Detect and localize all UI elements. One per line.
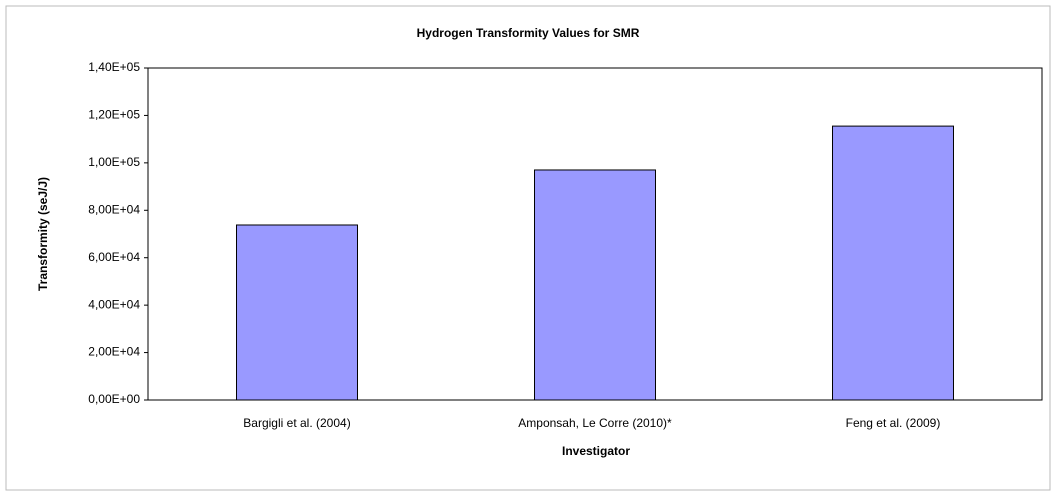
y-tick-label: 1,40E+05: [88, 60, 140, 74]
y-axis-label: Transformity (seJ/J): [36, 177, 50, 291]
y-tick-label: 0,00E+00: [88, 392, 140, 406]
y-tick-label: 6,00E+04: [88, 250, 140, 264]
y-tick-label: 1,00E+05: [88, 155, 140, 169]
y-tick-label: 8,00E+04: [88, 202, 140, 216]
bar: [236, 224, 358, 401]
x-tick-label: Bargigli et al. (2004): [243, 416, 350, 430]
bar: [534, 169, 656, 401]
bar: [832, 125, 954, 401]
y-tick-label: 1,20E+05: [88, 108, 140, 122]
x-tick-label: Feng et al. (2009): [846, 416, 941, 430]
chart-title: Hydrogen Transformity Values for SMR: [417, 26, 640, 40]
x-tick-label: Amponsah, Le Corre (2010)*: [518, 416, 672, 430]
y-tick-label: 2,00E+04: [88, 345, 140, 359]
y-tick-label: 4,00E+04: [88, 297, 140, 311]
x-axis-label: Investigator: [562, 444, 630, 458]
